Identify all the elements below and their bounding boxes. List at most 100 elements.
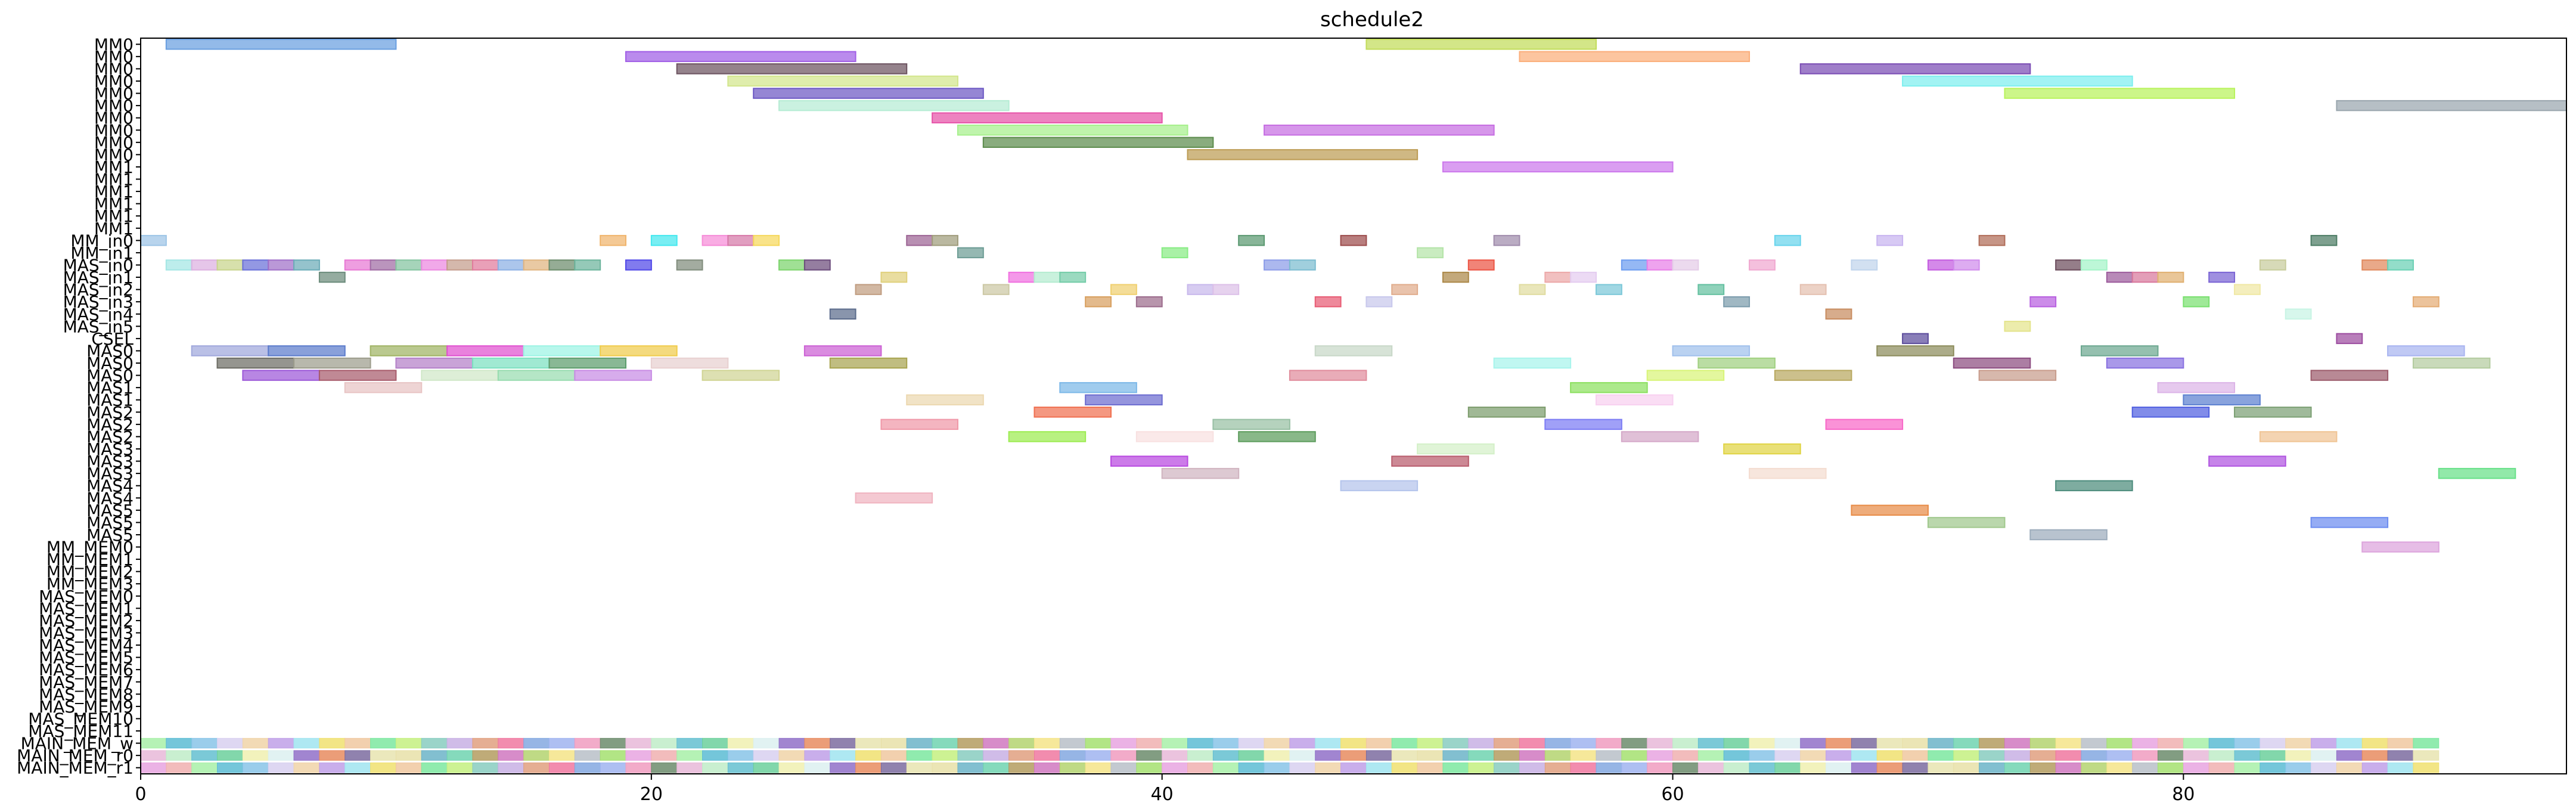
task-bar xyxy=(471,259,499,271)
memory-slot-bar xyxy=(600,737,626,749)
memory-slot-bar xyxy=(1033,737,1060,749)
memory-slot-bar xyxy=(1544,762,1571,773)
memory-slot-bar xyxy=(395,750,422,761)
y-tick-label: MM1 xyxy=(94,182,134,202)
task-bar xyxy=(2310,235,2338,246)
memory-slot-bar xyxy=(1340,762,1367,773)
y-tick-label: MAS_MEM11 xyxy=(28,721,134,741)
memory-slot-bar xyxy=(2311,762,2337,773)
memory-slot-bar xyxy=(1621,750,1648,761)
y-tick-label: MAS_in4 xyxy=(63,305,134,324)
task-bar xyxy=(1723,443,1801,455)
task-bar xyxy=(574,259,601,271)
y-tick-label: MAS3 xyxy=(86,439,134,459)
memory-slot-bar xyxy=(1315,750,1342,761)
task-bar xyxy=(600,235,627,246)
memory-slot-bar xyxy=(1902,737,1929,749)
memory-slot-bar xyxy=(293,737,320,749)
memory-slot-bar xyxy=(2081,750,2108,761)
task-bar xyxy=(1799,284,1827,295)
memory-slot-bar xyxy=(727,737,754,749)
memory-slot-bar xyxy=(1697,762,1724,773)
memory-slot-bar xyxy=(1110,762,1137,773)
task-bar xyxy=(625,259,652,271)
memory-slot-bar xyxy=(2387,737,2414,749)
memory-slot-bar xyxy=(1085,762,1112,773)
memory-slot-bar xyxy=(2234,750,2261,761)
y-tick-label: MAS1 xyxy=(86,390,134,410)
task-bar xyxy=(2361,259,2389,271)
task-bar xyxy=(1033,407,1112,418)
memory-slot-bar xyxy=(2183,762,2209,773)
memory-slot-bar xyxy=(880,737,907,749)
memory-slot-bar xyxy=(1033,762,1060,773)
y-tick-label: MAS_MEM7 xyxy=(39,672,134,692)
bars-layer xyxy=(140,39,2568,773)
memory-slot-bar xyxy=(446,762,473,773)
task-bar xyxy=(625,51,856,63)
x-tick-label: 0 xyxy=(135,784,146,805)
memory-slot-bar xyxy=(1851,737,1877,749)
memory-slot-bar xyxy=(804,737,831,749)
memory-slot-bar xyxy=(2311,750,2337,761)
memory-slot-bar xyxy=(1672,750,1699,761)
task-bar xyxy=(268,345,346,357)
memory-slot-bar xyxy=(1212,737,1239,749)
memory-slot-bar xyxy=(1442,737,1469,749)
task-bar xyxy=(1110,455,1188,467)
task-bar xyxy=(2208,455,2286,467)
task-bar xyxy=(1161,467,1240,479)
memory-slot-bar xyxy=(2081,762,2108,773)
task-bar xyxy=(1672,345,1751,357)
memory-slot-bar xyxy=(1826,750,1852,761)
memory-slot-bar xyxy=(1723,762,1750,773)
memory-slot-bar xyxy=(651,762,678,773)
y-tick-label: MM0 xyxy=(94,96,134,116)
memory-slot-bar xyxy=(1979,762,2005,773)
y-tick-label: MAS2 xyxy=(86,427,134,447)
task-bar xyxy=(1365,39,1597,50)
memory-slot-bar xyxy=(446,750,473,761)
memory-slot-bar xyxy=(1033,750,1060,761)
task-bar xyxy=(1851,504,1929,516)
memory-slot-bar xyxy=(498,762,524,773)
task-bar xyxy=(1672,259,1699,271)
memory-slot-bar xyxy=(1494,762,1520,773)
memory-slot-bar xyxy=(2158,750,2184,761)
y-tick-label: MAIN_MEM_w xyxy=(21,734,134,754)
task-bar xyxy=(778,259,805,271)
task-bar xyxy=(140,235,167,246)
memory-slot-bar xyxy=(268,737,294,749)
y-tick-label: MM0 xyxy=(94,35,134,54)
memory-slot-bar xyxy=(166,737,193,749)
task-bar xyxy=(1314,296,1342,308)
task-bar xyxy=(268,259,295,271)
memory-slot-bar xyxy=(1238,737,1265,749)
memory-slot-bar xyxy=(2132,750,2159,761)
x-tick-label: 60 xyxy=(1661,784,1684,805)
memory-slot-bar xyxy=(217,750,243,761)
task-bar xyxy=(548,259,576,271)
task-bar xyxy=(1391,284,1419,295)
memory-slot-bar xyxy=(1876,762,1903,773)
memory-slot-bar xyxy=(1391,750,1418,761)
memory-slot-bar xyxy=(2413,737,2440,749)
memory-slot-bar xyxy=(932,750,958,761)
task-bar xyxy=(2412,296,2440,308)
memory-slot-bar xyxy=(293,762,320,773)
memory-slot-bar xyxy=(830,737,856,749)
x-tick-label: 80 xyxy=(2172,784,2195,805)
memory-slot-bar xyxy=(2004,737,2031,749)
task-bar xyxy=(2106,271,2133,283)
task-bar xyxy=(2310,517,2389,528)
memory-slot-bar xyxy=(983,762,1010,773)
y-tick-label: MM_MEM1 xyxy=(46,550,134,569)
memory-slot-bar xyxy=(2361,762,2388,773)
y-tick-label: MAS_MEM5 xyxy=(39,648,134,668)
memory-slot-bar xyxy=(1953,737,1980,749)
task-bar xyxy=(1187,149,1419,160)
memory-slot-bar xyxy=(2004,762,2031,773)
task-bar xyxy=(2208,271,2236,283)
y-tick-label: MAS4 xyxy=(86,476,134,496)
